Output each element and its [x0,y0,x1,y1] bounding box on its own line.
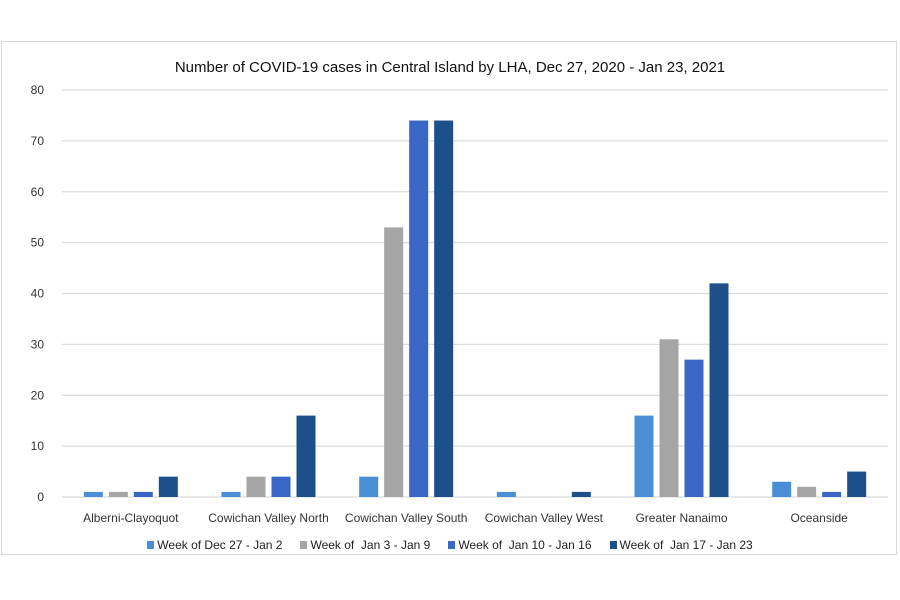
legend-item: Week of Jan 10 - Jan 16 [448,538,592,552]
x-category-label: Cowichan Valley South [345,511,468,525]
bar [634,415,654,497]
bar [659,339,679,497]
bar [296,415,316,497]
bar [797,486,817,497]
y-tick-label: 20 [31,388,45,402]
bar [434,120,454,498]
legend: Week of Dec 27 - Jan 2 Week of Jan 3 - Ja… [0,538,900,552]
x-axis-categories: Alberni-Clayoquot Cowichan Valley North Co… [83,511,848,525]
legend-label: Week of Dec 27 - Jan 2 [157,538,283,552]
legend-item: Week of Jan 3 - Jan 9 [300,538,430,552]
legend-swatch [609,541,617,549]
legend-label: Week of Jan 17 - Jan 23 [619,538,753,552]
legend-swatch [300,541,308,549]
x-category-label: Cowichan Valley North [208,511,329,525]
x-category-label: Oceanside [790,511,848,525]
gridlines [62,89,888,498]
x-category-label: Greater Nanaimo [635,511,727,525]
bar [108,491,128,497]
legend-item: Week of Dec 27 - Jan 2 [147,538,282,552]
bar [384,227,404,498]
y-tick-label: 0 [37,490,44,504]
bar [709,283,729,497]
bar [83,491,103,497]
bar [271,476,291,497]
y-tick-label: 30 [31,337,45,351]
legend-swatch [147,541,155,549]
bar [221,491,241,497]
bar [847,471,867,497]
bar [496,491,516,497]
bar [409,120,429,498]
bar [359,476,379,497]
bar [822,491,842,497]
y-tick-label: 40 [31,287,45,301]
bar [246,476,266,497]
x-category-label: Cowichan Valley West [485,511,604,525]
legend-item: Week of Jan 17 - Jan 23 [609,538,753,552]
x-category-label: Alberni-Clayoquot [83,511,179,525]
legend-label: Week of Jan 10 - Jan 16 [458,538,592,552]
bar [571,491,591,497]
bar [158,476,178,497]
bar [684,359,704,497]
y-tick-label: 10 [31,439,45,453]
y-tick-label: 70 [31,134,45,148]
y-tick-label: 80 [31,83,45,97]
legend-swatch [448,541,456,549]
legend-label: Week of Jan 3 - Jan 9 [310,538,431,552]
y-axis-ticks: 0 10 20 30 40 50 60 70 80 [31,83,45,504]
y-tick-label: 50 [31,236,45,250]
bar [133,491,153,497]
bars [83,120,867,498]
chart-title: Number of COVID-19 cases in Central Isla… [174,59,726,76]
bar [772,481,792,497]
y-tick-label: 60 [31,185,45,199]
